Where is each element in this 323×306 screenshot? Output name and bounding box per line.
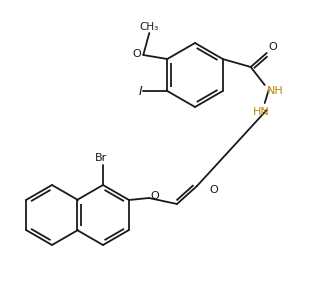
Text: CH₃: CH₃ [140, 22, 159, 32]
Text: O: O [150, 191, 159, 201]
Text: O: O [132, 49, 141, 59]
Text: O: O [269, 42, 277, 52]
Text: HN: HN [253, 107, 269, 117]
Text: I: I [139, 84, 142, 98]
Text: NH: NH [267, 86, 284, 96]
Text: O: O [209, 185, 218, 195]
Text: Br: Br [95, 153, 107, 163]
